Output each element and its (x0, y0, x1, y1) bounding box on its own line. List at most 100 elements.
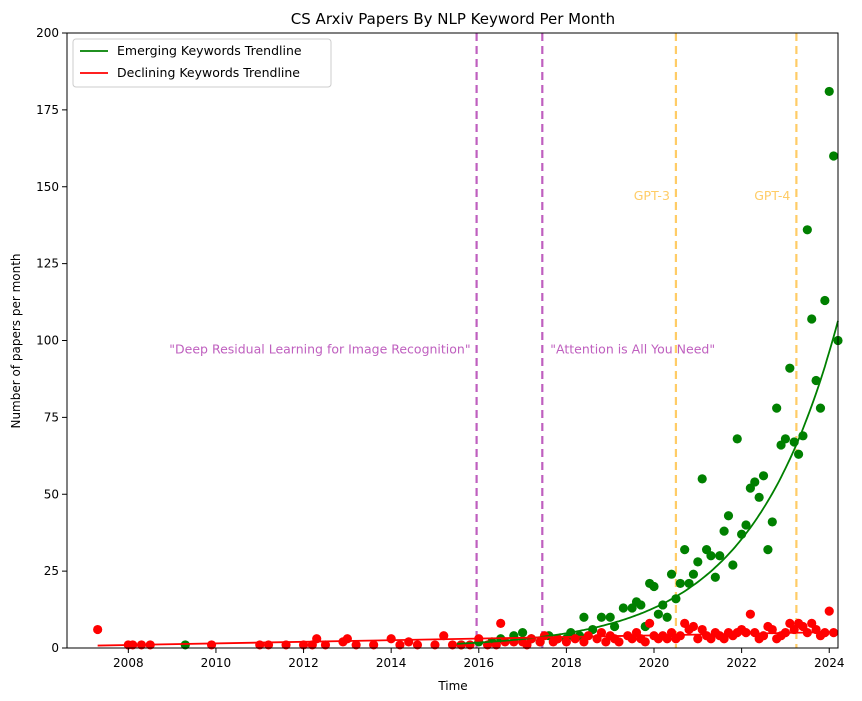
legend: Emerging Keywords Trendline Declining Key… (72, 38, 332, 88)
point-1-17 (386, 634, 396, 644)
y-tick-label-5: 125 (36, 257, 59, 271)
point-1-18 (395, 640, 405, 650)
point-1-29 (496, 618, 506, 629)
point-1-40 (570, 634, 580, 644)
point-0-26 (653, 609, 663, 619)
point-0-55 (780, 434, 791, 444)
point-0-61 (807, 314, 817, 324)
point-1-20 (412, 640, 423, 650)
point-1-39 (561, 637, 571, 647)
point-0-17 (605, 612, 615, 622)
point-0-32 (680, 545, 690, 555)
point-0-63 (815, 403, 826, 413)
point-0-42 (723, 511, 734, 521)
y-tick-label-7: 175 (36, 103, 59, 117)
point-1-77 (745, 609, 755, 619)
trendlines (97, 320, 839, 647)
point-0-64 (820, 295, 830, 306)
scatter-points (93, 86, 843, 650)
point-1-21 (430, 640, 440, 650)
point-0-52 (767, 517, 777, 527)
point-1-23 (447, 640, 458, 650)
x-tick-label-2: 2012 (288, 656, 319, 670)
point-0-39 (710, 572, 720, 582)
point-1-76 (741, 628, 751, 638)
point-1-30 (500, 637, 510, 647)
point-0-56 (785, 363, 795, 373)
point-1-53 (640, 637, 650, 647)
vline-label-0: "Deep Residual Learning for Image Recogn… (169, 342, 470, 357)
x-tick-label-8: 2024 (814, 656, 845, 670)
vline-label-2: GPT-3 (634, 188, 670, 203)
point-0-65 (824, 86, 834, 97)
point-0-48 (750, 477, 760, 487)
point-0-28 (662, 612, 672, 622)
point-0-66 (829, 151, 839, 161)
point-1-12 (320, 640, 331, 650)
point-1-64 (688, 621, 699, 632)
y-tick-label-8: 200 (36, 26, 59, 40)
point-0-16 (596, 612, 607, 622)
point-0-46 (741, 520, 751, 530)
point-0-58 (793, 449, 804, 459)
x-tick-label-7: 2022 (726, 656, 757, 670)
point-0-44 (732, 434, 742, 444)
y-tick-label-0: 0 (51, 641, 59, 655)
vline-label-1: "Attention is All You Need" (550, 342, 715, 357)
point-0-53 (772, 403, 782, 413)
y-tick-label-6: 150 (36, 180, 59, 194)
point-0-38 (706, 551, 716, 561)
trendline-declining (97, 631, 839, 647)
point-1-16 (369, 640, 379, 650)
point-0-34 (688, 569, 699, 579)
point-0-6 (517, 628, 528, 638)
point-0-60 (802, 225, 812, 235)
point-0-25 (649, 581, 659, 592)
point-0-19 (618, 603, 628, 613)
point-0-29 (666, 569, 677, 579)
point-0-41 (719, 526, 729, 536)
point-1-15 (351, 640, 361, 650)
y-tick-label-2: 50 (44, 487, 59, 501)
point-0-62 (811, 375, 821, 386)
point-0-40 (715, 551, 725, 561)
x-tick-label-4: 2016 (464, 656, 495, 670)
point-0-14 (579, 612, 589, 622)
point-1-95 (824, 606, 834, 616)
x-tick-label-6: 2020 (639, 656, 670, 670)
point-1-22 (439, 631, 449, 641)
annotation-lines: "Deep Residual Learning for Image Recogn… (169, 33, 798, 648)
y-tick-label-3: 75 (44, 410, 59, 424)
x-tick-label-3: 2014 (376, 656, 407, 670)
point-1-14 (342, 634, 352, 644)
point-1-48 (614, 637, 624, 647)
y-tick-label-1: 25 (44, 564, 59, 578)
point-1-82 (767, 624, 777, 635)
point-1-65 (693, 634, 703, 644)
point-0-31 (675, 578, 685, 589)
vline-label-3: GPT-4 (754, 188, 790, 203)
y-axis-label: Number of papers per month (9, 253, 23, 428)
trendline-emerging (456, 320, 839, 645)
legend-label-0: Emerging Keywords Trendline (117, 43, 302, 58)
point-0-35 (693, 557, 703, 567)
x-tick-label-1: 2010 (201, 656, 232, 670)
legend-box (72, 38, 332, 88)
point-1-28 (491, 640, 501, 650)
point-0-50 (758, 471, 769, 481)
point-0-0 (180, 640, 190, 650)
legend-label-1: Declining Keywords Trendline (117, 65, 300, 80)
x-axis-label: Time (437, 679, 467, 693)
point-1-19 (404, 637, 414, 647)
point-0-22 (636, 600, 646, 610)
point-0-51 (763, 545, 773, 555)
axes: 2008 2010 2012 2014 2016 2018 2020 2022 2024 0 25 5… (36, 26, 844, 670)
point-0-30 (671, 594, 681, 604)
x-tick-label-5: 2018 (551, 656, 582, 670)
point-0-18 (609, 621, 620, 632)
point-0-49 (754, 492, 764, 502)
point-1-0 (93, 624, 103, 635)
y-tick-label-4: 100 (36, 334, 59, 348)
point-1-54 (645, 618, 655, 629)
point-0-43 (728, 560, 738, 570)
